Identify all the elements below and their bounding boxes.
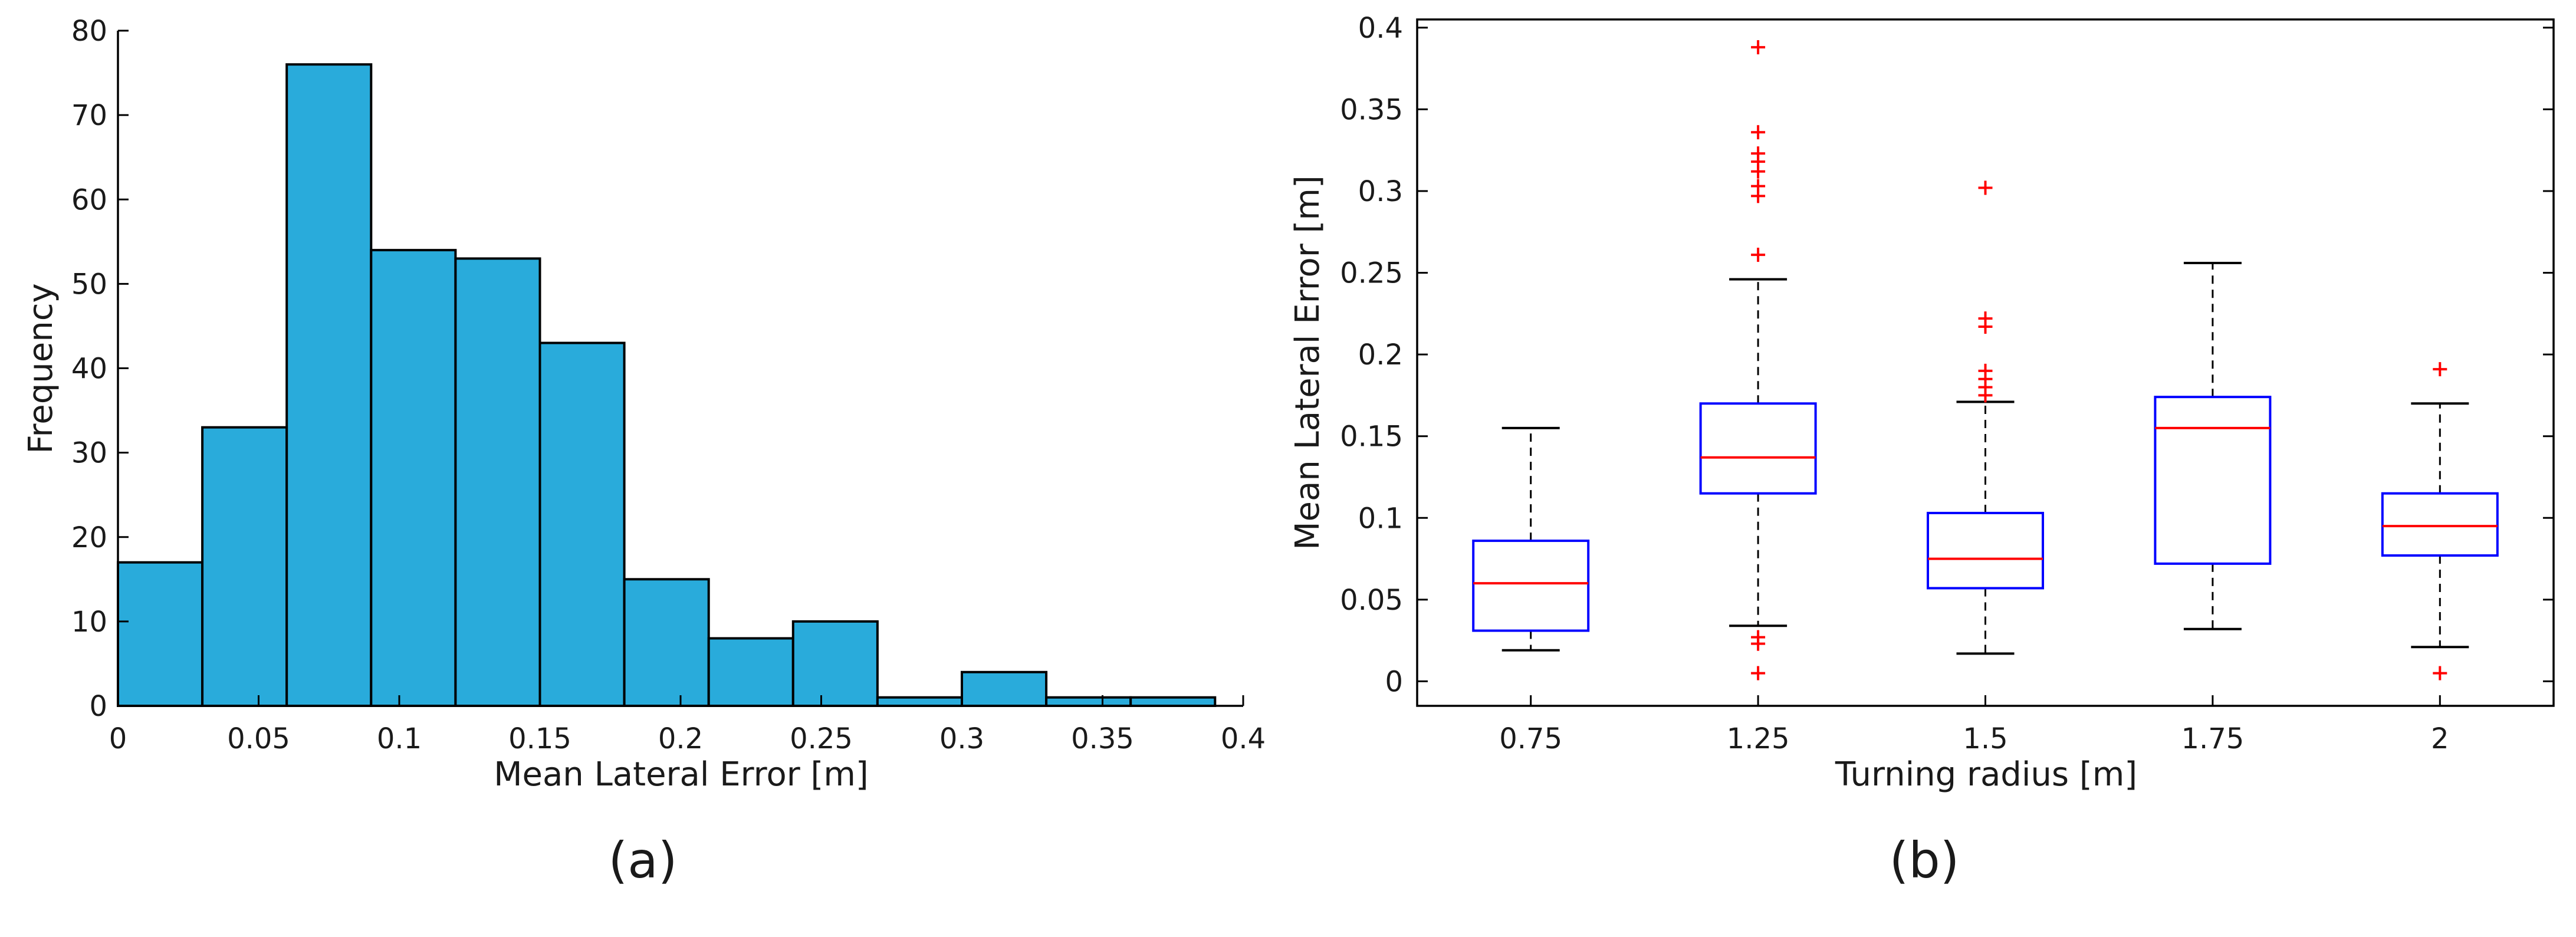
histogram-x-ticks: 0 0.05 0.1 0.15 0.2 0.25 0.3 0.35 0.4	[109, 695, 1266, 755]
histogram-y-tick-label: 10	[71, 606, 107, 639]
outlier-marker	[1978, 311, 1993, 326]
histogram-x-tick-label: 0.4	[1221, 722, 1266, 755]
histogram-bar	[201, 426, 288, 707]
outlier-marker	[1978, 180, 1993, 195]
boxplot-y-tick-label: 0.05	[1340, 584, 1403, 617]
histogram-bar	[791, 620, 879, 707]
boxplot-y-tick-label: 0.1	[1358, 502, 1403, 535]
histogram-x-tick-label: 0	[109, 722, 127, 755]
histogram-bar	[876, 696, 964, 707]
histogram-y-ticks: 0 10 20 30 40 50 60 70 80	[71, 15, 129, 723]
outlier-marker	[1751, 248, 1766, 262]
histogram-bar	[538, 341, 626, 707]
histogram-y-tick-label: 30	[71, 437, 107, 470]
histogram-bar	[1045, 696, 1132, 707]
boxplot-y-tick-label: 0.3	[1358, 175, 1403, 208]
boxplot-x-ticks: 0.75 1.25 1.5 1.75 2	[1499, 695, 2449, 755]
histogram-x-tick-label: 0.3	[939, 722, 984, 755]
histogram-bar	[454, 257, 541, 707]
boxplot-y-tick-label: 0.2	[1358, 338, 1403, 371]
histogram-bar	[961, 670, 1048, 707]
outlier-marker	[1751, 146, 1766, 161]
boxplot-panel: 0 0.05 0.1 0.15 0.2 0.25 0.3 0.35 0.4 0.75 1.25 1.…	[1289, 12, 2555, 889]
boxplot-x-tick-label: 1.5	[1963, 722, 2007, 755]
histogram-x-tick-label: 0.15	[508, 722, 571, 755]
boxplot-boxes	[1472, 40, 2499, 680]
outlier-marker	[1978, 363, 1993, 378]
box-iqr	[1927, 511, 2044, 590]
boxplot-y-tick-label: 0.25	[1340, 257, 1403, 290]
box-iqr	[2381, 492, 2499, 557]
histogram-bar	[1129, 696, 1217, 707]
boxplot-y-ticks: 0 0.05 0.1 0.15 0.2 0.25 0.3 0.35 0.4	[1340, 12, 2554, 698]
outlier-marker	[1751, 125, 1766, 140]
histogram-bar	[623, 578, 710, 707]
histogram-y-tick-label: 40	[71, 353, 107, 386]
boxplot-y-axis-label: Mean Lateral Error [m]	[1289, 175, 1327, 550]
outlier-marker	[1751, 666, 1766, 680]
boxplot-y-tick-label: 0.15	[1340, 420, 1403, 453]
boxplot-x-tick-label: 2	[2431, 722, 2449, 755]
boxplot-x-tick-label: 1.75	[2181, 722, 2244, 755]
histogram-x-tick-label: 0.05	[227, 722, 290, 755]
boxplot-panel-label: (b)	[1890, 831, 1960, 889]
box-iqr	[1699, 402, 1817, 495]
boxplot-y-tick-label: 0.4	[1358, 12, 1403, 45]
histogram-bar	[707, 637, 794, 707]
outlier-marker	[2433, 666, 2447, 680]
outlier-marker	[1751, 630, 1766, 645]
histogram-bar	[285, 63, 373, 707]
histogram-y-tick-label: 20	[71, 521, 107, 554]
box-iqr	[2154, 396, 2272, 565]
boxplot-y-tick-label: 0	[1385, 665, 1403, 698]
histogram-panel: 0 0.05 0.1 0.15 0.2 0.25 0.3 0.35 0.4 0 10 20 30 40 5…	[22, 15, 1266, 889]
box-group-1.25	[1699, 40, 1817, 680]
box-iqr	[1472, 540, 1590, 632]
histogram-x-axis-label: Mean Lateral Error [m]	[494, 755, 869, 794]
histogram-y-axis-label: Frequency	[22, 283, 60, 453]
histogram-x-tick-label: 0.25	[790, 722, 853, 755]
histogram-y-tick-label: 70	[71, 99, 107, 132]
box-group-0.75	[1472, 426, 1590, 652]
histogram-y-tick-label: 80	[71, 15, 107, 48]
boxplot-y-tick-label: 0.35	[1340, 93, 1403, 126]
box-group-1.75	[2154, 261, 2272, 630]
outlier-marker	[2433, 362, 2447, 377]
histogram-x-tick-label: 0.35	[1071, 722, 1134, 755]
histogram-y-tick-label: 50	[71, 268, 107, 301]
box-group-2	[2381, 362, 2499, 680]
histogram-y-tick-label: 0	[89, 690, 107, 723]
histogram-bar	[370, 249, 457, 707]
histogram-panel-label: (a)	[608, 831, 677, 889]
boxplot-x-axis-label: Turning radius [m]	[1835, 755, 2137, 794]
box-group-1.5	[1927, 180, 2044, 655]
histogram-bars	[117, 63, 1217, 707]
histogram-x-tick-label: 0.1	[377, 722, 422, 755]
outlier-marker	[1751, 179, 1766, 193]
boxplot-x-tick-label: 0.75	[1499, 722, 1562, 755]
histogram-x-tick-label: 0.2	[658, 722, 703, 755]
boxplot-x-tick-label: 1.25	[1727, 722, 1790, 755]
histogram-y-tick-label: 60	[71, 183, 107, 216]
histogram-bar	[117, 561, 204, 707]
outlier-marker	[1751, 40, 1766, 55]
